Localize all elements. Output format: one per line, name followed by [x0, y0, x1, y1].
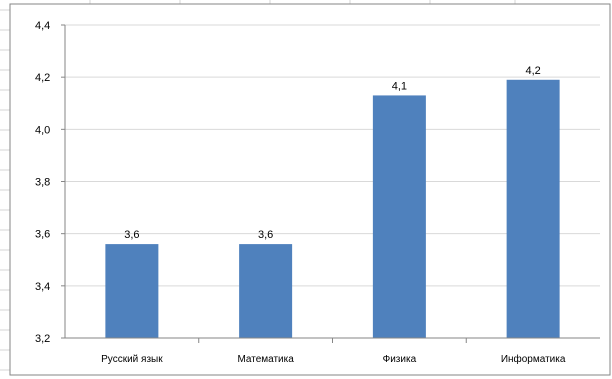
y-tick-label: 3,4: [35, 281, 50, 293]
bars-group: [105, 79, 560, 339]
y-tick-label: 3,8: [35, 177, 50, 189]
x-category-label: Русский язык: [101, 354, 163, 365]
y-tick-label: 4,4: [35, 20, 50, 32]
axes-group: [64, 25, 600, 339]
bar-value-label: 4,2: [525, 65, 540, 77]
x-axis-category-labels: Русский язык Математика Физика Информатика: [101, 338, 566, 365]
bar[interactable]: [239, 244, 293, 338]
bar[interactable]: [372, 95, 426, 338]
data-labels-group: 3,6 3,6 4,1 4,2: [124, 65, 541, 241]
x-category-label: Математика: [237, 354, 294, 365]
y-tick-label: 4,2: [35, 72, 50, 84]
bar[interactable]: [105, 244, 159, 338]
bar-value-label: 3,6: [124, 229, 139, 241]
y-axis-tick-labels: 4,4 4,2 4,0 3,8 3,6 3,4 3,2: [35, 20, 50, 345]
y-tick-label: 3,2: [35, 333, 50, 345]
bar-value-label: 3,6: [258, 229, 273, 241]
bar-value-label: 4,1: [392, 80, 407, 92]
bar[interactable]: [506, 79, 560, 339]
x-category-label: Физика: [383, 354, 417, 365]
y-tick-label: 3,6: [35, 229, 50, 241]
y-tick-label: 4,0: [35, 124, 50, 136]
x-category-label: Информатика: [501, 353, 566, 365]
